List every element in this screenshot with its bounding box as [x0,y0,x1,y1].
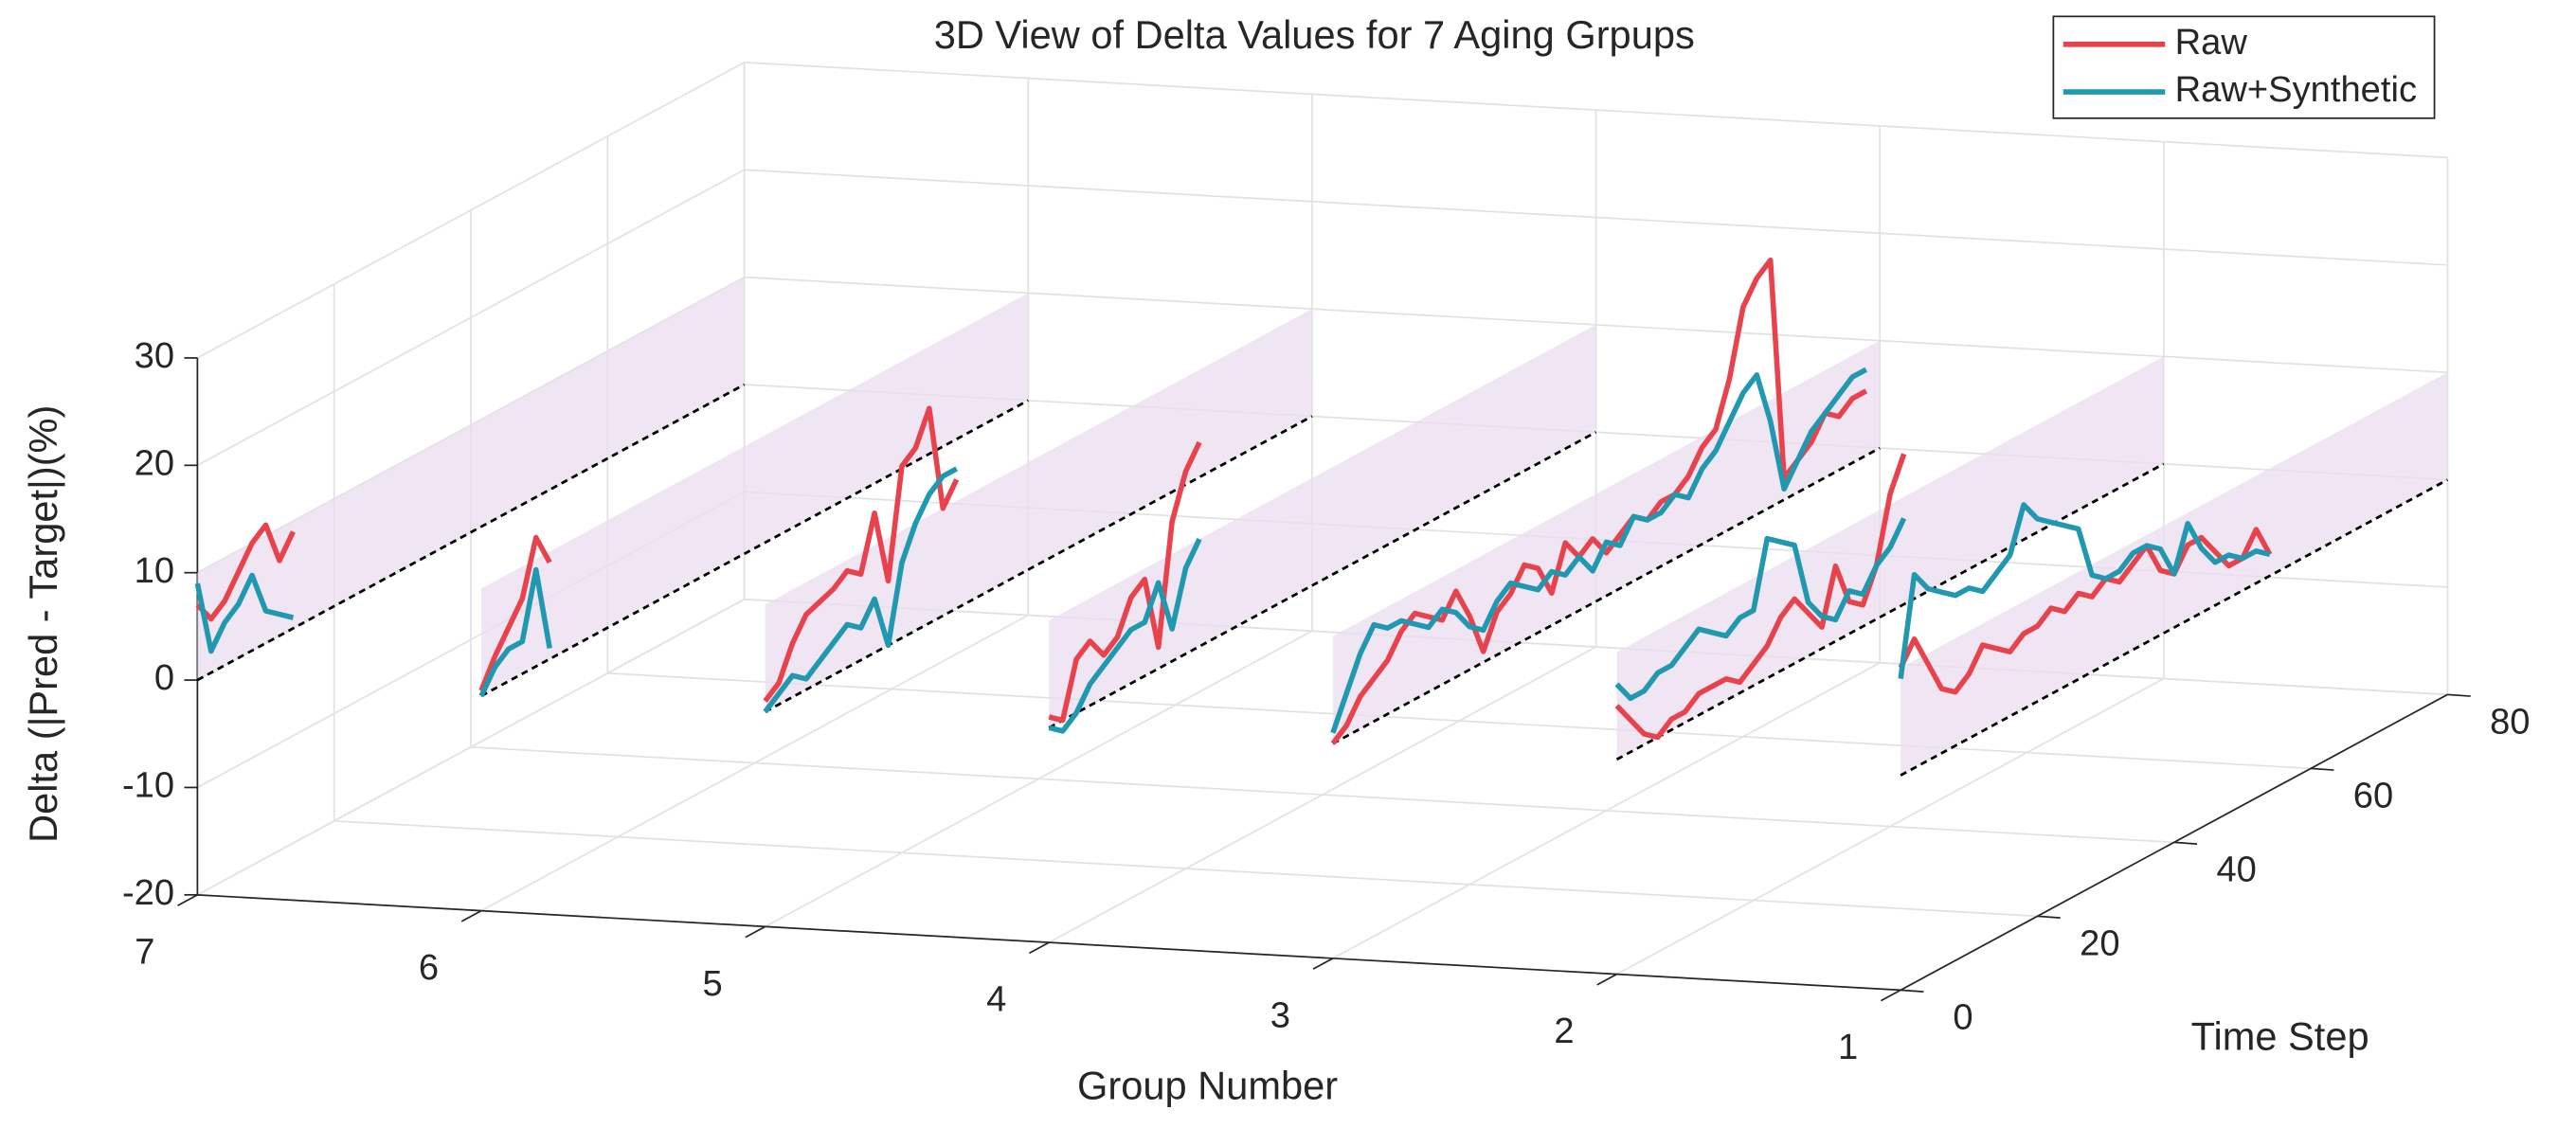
baseline [1048,431,1597,729]
series-line [1048,537,1202,734]
grid-line [744,169,2448,266]
x-tick-label: 5 [703,963,723,1004]
z-tick-label: 0 [154,657,174,698]
band-plane [765,309,1312,712]
series-line [763,466,959,714]
y-tick-label: 40 [2216,850,2256,890]
data-layer [194,257,2449,777]
y-tick [2447,693,2471,697]
y-tick [2311,767,2334,771]
y-tick-label: 80 [2490,702,2530,743]
y-tick-label: 0 [1953,997,1973,1038]
legend-box [2052,15,2436,119]
x-tick [745,925,766,939]
x-tick [460,909,482,922]
chart-title: 3D View of Delta Values for 7 Aging Grpu… [934,12,1695,57]
series-line [195,522,296,622]
series-line [1614,453,1907,741]
baseline [1615,462,2165,761]
series-line [478,566,552,698]
x-tick-label: 3 [1270,994,1290,1035]
x-tick-label: 6 [419,947,439,988]
band-plane [197,277,745,681]
y-axis-label: Time Step [2191,1013,2369,1058]
series-line [1898,527,2273,695]
x-axis-label: Group Number [1077,1063,1338,1107]
z-tick-label: 10 [135,550,174,591]
grid-line [196,169,746,467]
grid-line [744,598,2448,696]
grid-line [607,671,2312,770]
x-tick-label: 4 [986,979,1006,1020]
x-tick [177,894,198,906]
series-line [1614,517,1907,702]
grid-line [333,819,2038,918]
y-tick [2037,915,2061,919]
z-axis-label: Delta (|Pred - Target|)(%) [21,405,65,843]
z-tick-label: 30 [135,335,174,376]
baseline [1332,446,1881,745]
y-axis-line [1900,693,2448,992]
z-tick-label: 20 [135,442,174,483]
band-plane [1049,324,1596,728]
legend-label: Raw+Synthetic [2175,69,2417,110]
series-line [763,405,960,703]
z-tick-label: -10 [122,765,174,806]
x-tick [1029,941,1050,955]
z-tick-label: -20 [122,872,174,913]
y-tick [1900,989,1924,993]
series-line [1330,367,1868,734]
series-line [194,572,295,654]
baseline [764,415,1313,713]
x-tick-label: 1 [1838,1027,1858,1067]
legend: Raw Raw+Synthetic [2052,15,2436,119]
series-line [478,534,552,692]
baseline [1900,478,2449,777]
x-tick [1312,958,1334,970]
y-tick-label: 60 [2353,776,2393,816]
grid-line [196,62,746,359]
x-tick [1880,989,1901,1002]
label-layer: 3D View of Delta Values for 7 Aging Grpu… [21,12,2531,1108]
x-tick-label: 7 [135,931,154,972]
y-tick-label: 20 [2080,923,2119,964]
band-plane [1616,356,2164,760]
y-tick [2173,841,2198,845]
x-tick-label: 2 [1554,1011,1574,1051]
series-line [1898,502,2271,679]
series-line [1048,440,1202,724]
series-line [1330,257,1868,745]
band-plane [481,293,1029,696]
legend-label: Raw [2175,22,2248,63]
x-tick [1596,973,1617,986]
grid-line [196,599,746,896]
grid-line [744,62,2448,159]
baseline [196,383,746,682]
grid-line [470,745,2174,844]
